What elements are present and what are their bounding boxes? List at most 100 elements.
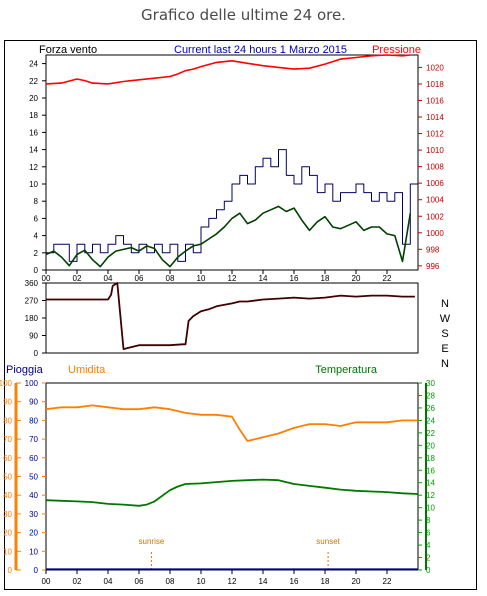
humidity-axis-title: Umidita — [68, 364, 106, 376]
compass-letter: S — [441, 328, 448, 340]
temperature-axis-tick-label: 26 — [426, 404, 435, 413]
x-axis-tick-label: 20 — [352, 274, 361, 283]
figure-frame — [4, 40, 477, 590]
rain-axis-tick-label: 20 — [3, 529, 12, 538]
temperature-axis-title: Temperatura — [315, 364, 378, 376]
humidity-axis-tick-label: 70 — [29, 435, 38, 444]
humidity-axis-tick-label: 60 — [29, 454, 38, 463]
temperature-axis-tick-label: 10 — [426, 504, 435, 513]
right-axis-tick-label: 1012 — [426, 130, 444, 139]
direction-axis-tick-label: 360 — [25, 279, 39, 288]
humidity-axis-tick-label: 30 — [29, 510, 38, 519]
x-axis-tick-label: 16 — [290, 274, 299, 283]
wind-direction-line — [46, 282, 415, 351]
direction-axis-tick-label: 270 — [25, 297, 39, 306]
chart-title: Current last 24 hours 1 Marzo 2015 — [174, 44, 347, 56]
rain-axis-tick-label: 10 — [3, 547, 12, 556]
compass-letter: E — [441, 343, 448, 355]
humidity-axis-tick-label: 80 — [29, 416, 38, 425]
temperature-axis-tick-label: 20 — [426, 441, 435, 450]
pressure-line — [45, 54, 411, 85]
direction-axis-tick-label: 0 — [34, 349, 39, 358]
x-axis-tick-label: 06 — [135, 274, 144, 283]
rain-axis-tick-label: 50 — [3, 473, 12, 482]
rain-axis-tick-label: 80 — [3, 416, 12, 425]
right-axis-tick-label: 1004 — [426, 196, 444, 205]
left-axis-tick-label: 24 — [29, 60, 38, 69]
x-axis-tick-label: 10 — [197, 274, 206, 283]
page-title: Grafico delle ultime 24 ore. — [141, 6, 346, 24]
x-axis-tick-label: 14 — [259, 577, 268, 586]
x-axis-tick-label: 08 — [166, 274, 175, 283]
humidity-axis-tick-label: 20 — [29, 529, 38, 538]
temperature-axis-tick-label: 28 — [426, 391, 435, 400]
temperature-axis-tick-label: 16 — [426, 466, 435, 475]
humidity-axis-tick-label: 0 — [34, 566, 39, 575]
left-axis-tick-label: 8 — [34, 197, 39, 206]
humidity-axis-tick-label: 10 — [29, 547, 38, 556]
left-axis-tick-label: 20 — [29, 94, 38, 103]
right-axis-tick-label: 1008 — [426, 163, 444, 172]
left-axis-tick-label: 16 — [29, 128, 38, 137]
right-axis-tick-label: 1002 — [426, 212, 444, 221]
temperature-axis-tick-label: 2 — [426, 554, 431, 563]
left-axis-tick-label: 2 — [34, 249, 39, 258]
x-axis-tick-label: 18 — [321, 577, 330, 586]
x-axis-tick-label: 18 — [321, 274, 330, 283]
rain-axis-tick-label: 100 — [0, 379, 13, 388]
left-axis-tick-label: 4 — [34, 232, 39, 241]
right-axis-tick-label: 1014 — [426, 113, 444, 122]
temperature-axis-tick-label: 4 — [426, 541, 431, 550]
left-axis-tick-label: 6 — [34, 214, 39, 223]
x-axis-tick-label: 02 — [73, 274, 82, 283]
direction-axis-tick-label: 90 — [29, 332, 38, 341]
x-axis-tick-label: 22 — [383, 577, 392, 586]
rain-axis-title: Pioggia — [6, 364, 44, 376]
temperature-axis-tick-label: 6 — [426, 529, 431, 538]
left-axis-tick-label: 22 — [29, 77, 38, 86]
right-axis-tick-label: 1020 — [426, 63, 444, 72]
x-axis-tick-label: 06 — [135, 577, 144, 586]
rain-axis-tick-label: 60 — [3, 454, 12, 463]
wind-axis-title: Forza vento — [39, 44, 97, 56]
rain-axis-tick-label: 90 — [3, 398, 12, 407]
compass-letter: W — [440, 313, 451, 325]
temperature-axis-tick-label: 22 — [426, 429, 435, 438]
rain-axis-tick-label: 40 — [3, 491, 12, 500]
temperature-axis-tick-label: 12 — [426, 491, 435, 500]
direction-axis-tick-label: 180 — [25, 314, 39, 323]
right-axis-tick-label: 1018 — [426, 80, 444, 89]
rain-axis-tick-label: 0 — [8, 566, 13, 575]
temp-humidity-plot-area — [45, 382, 419, 571]
rain-axis-tick-label: 70 — [3, 435, 12, 444]
humidity-axis-tick-label: 40 — [29, 491, 38, 500]
wind-direction-plot-area — [45, 282, 419, 354]
right-axis-tick-label: 1000 — [426, 229, 444, 238]
temperature-axis-tick-label: 18 — [426, 454, 435, 463]
left-axis-tick-label: 12 — [29, 163, 38, 172]
x-axis-tick-label: 00 — [42, 274, 51, 283]
right-axis-tick-label: 996 — [426, 262, 440, 271]
weather-chart-figure: 0246810121416182022249969981000100210041… — [0, 40, 477, 590]
sunrise-marker-label: sunrise — [139, 537, 165, 546]
x-axis-tick-label: 14 — [259, 274, 268, 283]
compass-letter: N — [441, 358, 449, 370]
temperature-axis-tick-label: 0 — [426, 566, 431, 575]
x-axis-tick-label: 22 — [383, 274, 392, 283]
x-axis-tick-label: 20 — [352, 577, 361, 586]
x-axis-tick-label: 04 — [104, 274, 113, 283]
humidity-axis-tick-label: 100 — [25, 379, 39, 388]
x-axis-tick-label: 00 — [42, 577, 51, 586]
x-axis-tick-label: 02 — [73, 577, 82, 586]
left-axis-tick-label: 0 — [34, 266, 39, 275]
humidity-line — [45, 404, 418, 442]
temperature-axis-tick-label: 8 — [426, 516, 431, 525]
humidity-axis-tick-label: 50 — [29, 473, 38, 482]
left-axis-tick-label: 18 — [29, 111, 38, 120]
wind-average-line — [45, 205, 412, 268]
temperature-axis-tick-label: 24 — [426, 416, 435, 425]
x-axis-tick-label: 12 — [228, 274, 237, 283]
temperature-line — [45, 478, 419, 507]
x-axis-tick-label: 16 — [290, 577, 299, 586]
x-axis-tick-label: 08 — [166, 577, 175, 586]
